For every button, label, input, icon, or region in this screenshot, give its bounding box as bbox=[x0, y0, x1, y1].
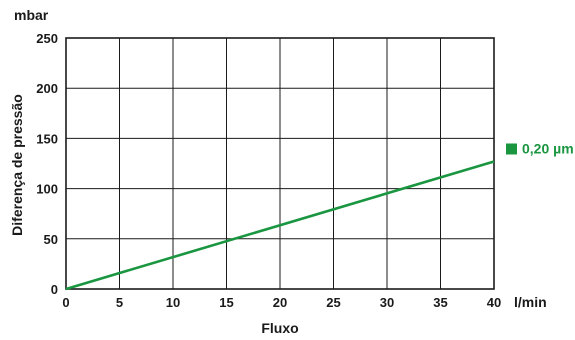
series-layer bbox=[65, 160, 495, 291]
y-tick-label: 50 bbox=[44, 232, 58, 247]
y-tick-label: 200 bbox=[36, 81, 58, 96]
x-tick-label: 35 bbox=[433, 295, 447, 310]
x-tick-label: 0 bbox=[62, 295, 69, 310]
x-tick-label: 40 bbox=[487, 295, 501, 310]
legend: 0,20 µm bbox=[506, 140, 574, 156]
x-tick-label: 10 bbox=[166, 295, 180, 310]
y-tick-label: 250 bbox=[36, 31, 58, 46]
y-unit-label: mbar bbox=[14, 7, 49, 23]
plot-area-frame bbox=[65, 37, 495, 290]
x-tick-label: 5 bbox=[116, 295, 123, 310]
y-tick-label: 0 bbox=[51, 282, 58, 297]
x-tick-label: 30 bbox=[380, 295, 394, 310]
y-tick-label: 150 bbox=[36, 131, 58, 146]
x-tick-labels: 0 5 10 15 20 25 30 35 40 bbox=[62, 295, 501, 310]
x-unit-label: l/min bbox=[514, 294, 547, 310]
grid-lines bbox=[65, 37, 495, 290]
legend-swatch bbox=[506, 143, 517, 155]
series-line bbox=[65, 160, 495, 291]
y-tick-label: 100 bbox=[36, 182, 58, 197]
y-axis-title: Diferença de pressão bbox=[9, 94, 25, 236]
x-tick-label: 20 bbox=[273, 295, 287, 310]
legend-label: 0,20 µm bbox=[522, 140, 574, 156]
y-tick-labels: 0 50 100 150 200 250 bbox=[36, 31, 58, 297]
x-tick-label: 15 bbox=[219, 295, 233, 310]
x-tick-label: 25 bbox=[326, 295, 340, 310]
x-axis-title: Fluxo bbox=[261, 320, 298, 336]
